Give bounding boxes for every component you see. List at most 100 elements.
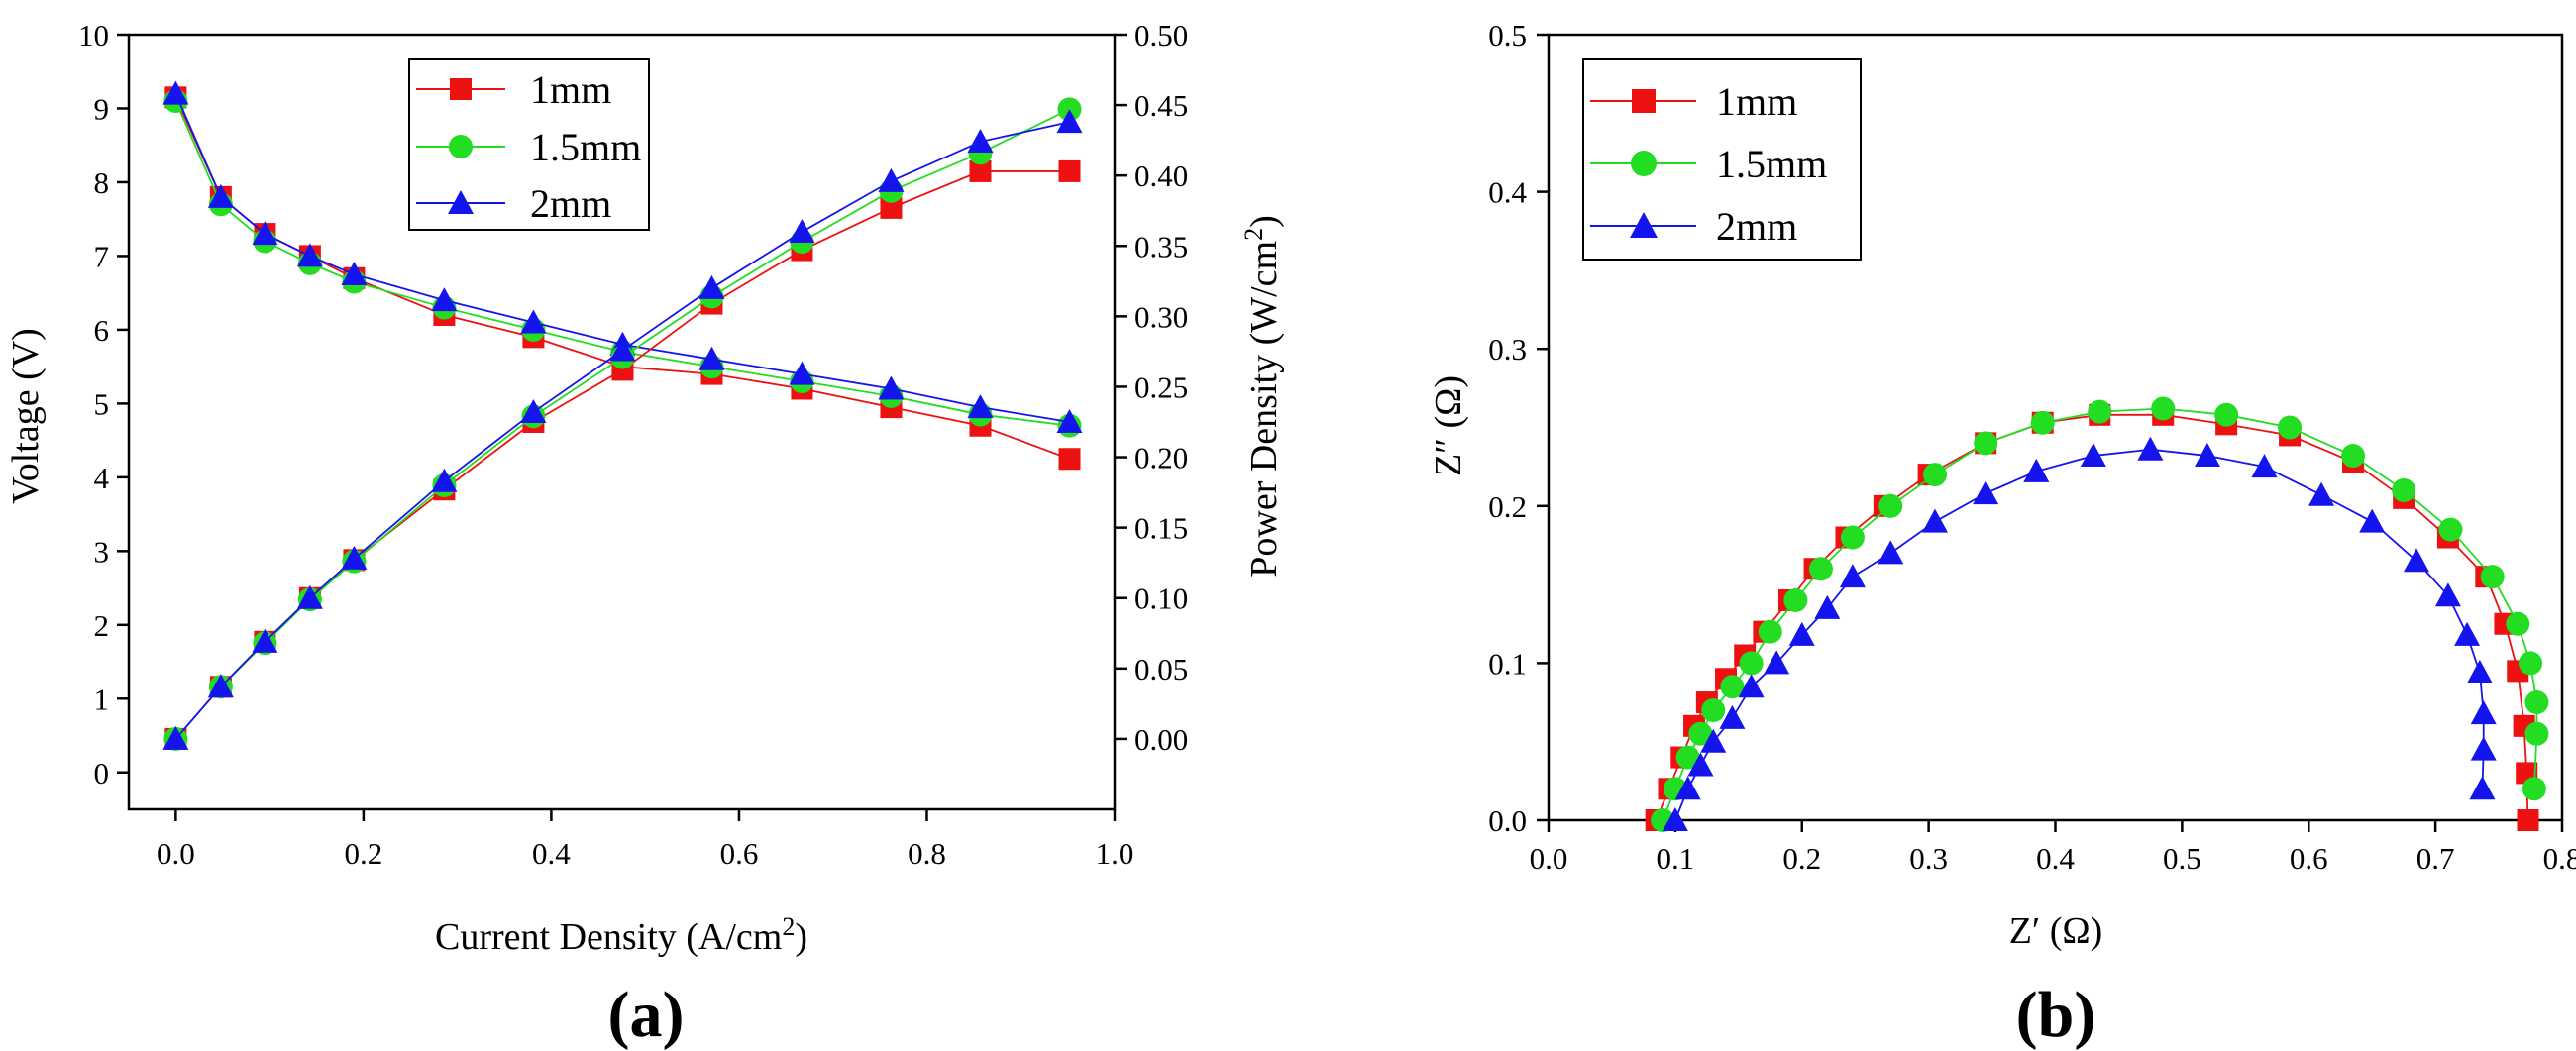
panel-a-x-axis-title-superscript: 2 bbox=[782, 912, 795, 941]
panel-b-y-tick-label: 0.4 bbox=[1488, 175, 1527, 210]
panel-b-x-tick-label: 0.4 bbox=[2036, 841, 2075, 876]
panel-a-y2-tick-label: 0.25 bbox=[1134, 369, 1188, 404]
panel-a-y-tick-label: 2 bbox=[94, 608, 110, 643]
panel-a-power-point-1mm bbox=[1058, 159, 1081, 182]
panel-b-x-tick-label: 0.5 bbox=[2163, 841, 2201, 876]
panel-b-series-1-5mm bbox=[1651, 396, 2549, 832]
panel-a-power-point-2mm bbox=[431, 468, 458, 492]
panel-b-series bbox=[1645, 396, 2549, 832]
panel-a-x-axis-title-main: Current Density (A/cm bbox=[435, 916, 782, 958]
panel-a-legend-marker-1-5mm bbox=[449, 135, 473, 158]
panel-b-point-2mm bbox=[1764, 650, 1790, 675]
panel-a-power-point-2mm bbox=[341, 545, 368, 570]
panel-a-power-point-2mm bbox=[1056, 109, 1083, 134]
panel-a-voltage-point-2mm bbox=[967, 394, 994, 419]
panel-a-label: (a) bbox=[608, 979, 685, 1051]
panel-b-x-ticks: 0.0 0.1 0.2 0.3 0.4 0.5 0.6 0.7 0.8 bbox=[1530, 820, 2576, 876]
panel-a-y2-tick-label: 0.10 bbox=[1134, 581, 1188, 616]
panel-a-y2-tick-label: 0.40 bbox=[1134, 158, 1188, 193]
panel-b-point-2mm bbox=[1719, 704, 1746, 729]
panel-b-legend-marker-2mm bbox=[1630, 212, 1658, 238]
panel-b-x-tick-label: 0.2 bbox=[1782, 841, 1821, 876]
panel-b-x-tick-label: 0.0 bbox=[1530, 841, 1568, 876]
panel-a-y-ticks: 0 1 2 3 4 5 6 7 8 9 10 bbox=[78, 18, 129, 790]
panel-a-power-point-2mm bbox=[296, 584, 323, 609]
panel-a-x-ticks: 0.0 0.2 0.4 0.6 0.8 1.0 bbox=[157, 809, 1133, 871]
panel-b-y-tick-label: 0.3 bbox=[1488, 332, 1527, 367]
panel-a-legend-marker-1mm bbox=[450, 78, 472, 100]
panel-b-point-2mm bbox=[1788, 621, 1815, 646]
panel-b-point-1-5mm bbox=[1974, 431, 1998, 456]
panel-b-point-2mm bbox=[2137, 436, 2164, 461]
panel-a-legend: 1mm 1.5mm 2mm bbox=[408, 58, 650, 231]
panel-b-point-2mm bbox=[1700, 728, 1727, 753]
panel-a-x-tick-label: 1.0 bbox=[1096, 836, 1134, 871]
panel-a-power-point-2mm bbox=[609, 337, 636, 362]
panel-b-point-2mm bbox=[2194, 443, 2220, 468]
panel-b-point-2mm bbox=[1738, 674, 1765, 698]
panel-a-power-point-2mm bbox=[252, 628, 278, 653]
panel-a-x-tick-label: 0.4 bbox=[532, 836, 571, 871]
panel-b-point-1-5mm bbox=[2438, 517, 2463, 542]
panel-b-point-2mm bbox=[2470, 736, 2497, 761]
panel-b-y-tick-label: 0.2 bbox=[1488, 489, 1527, 524]
panel-b-point-1-5mm bbox=[1878, 493, 1903, 518]
panel-b-point-2mm bbox=[1973, 480, 1999, 505]
panel-a-y2-tick-label: 0.35 bbox=[1134, 229, 1188, 263]
panel-a: 0.0 0.2 0.4 0.6 0.8 1.0 0 1 2 3 4 5 6 7 8 9 10 0.00 0.05… bbox=[5, 18, 1285, 1051]
panel-a-voltage-point-2mm bbox=[789, 361, 815, 385]
panel-a-voltage-point-2mm bbox=[207, 183, 234, 208]
panel-b-point-1mm bbox=[2517, 809, 2539, 831]
panel-b-point-1-5mm bbox=[2392, 477, 2416, 502]
panel-b-point-2mm bbox=[1839, 564, 1866, 588]
panel-a-power-point-2mm bbox=[207, 674, 234, 698]
panel-b-point-1-5mm bbox=[1701, 697, 1726, 722]
panel-a-voltage-point-2mm bbox=[341, 262, 368, 286]
panel-b-point-1-5mm bbox=[2151, 396, 2176, 421]
panel-b-point-1-5mm bbox=[1783, 587, 1808, 612]
panel-a-x-axis-title: Current Density (A/cm2) bbox=[435, 912, 807, 958]
panel-a-y-tick-label: 10 bbox=[78, 18, 109, 53]
panel-b-point-1-5mm bbox=[1840, 525, 1865, 550]
panel-b-legend: 1mm 1.5mm 2mm bbox=[1582, 58, 1862, 261]
panel-b-point-2mm bbox=[1674, 776, 1701, 800]
panel-a-y2-axis-title: Power Density (W/cm2) bbox=[1239, 215, 1285, 577]
panel-b-point-2mm bbox=[2308, 481, 2335, 506]
panel-a-power-point-1mm bbox=[969, 159, 992, 182]
panel-b-line-1mm bbox=[1655, 413, 2529, 821]
panel-b-point-1-5mm bbox=[1758, 619, 1782, 644]
panel-a-y2-tick-label: 0.45 bbox=[1134, 88, 1188, 123]
panel-b-x-tick-label: 0.3 bbox=[1909, 841, 1948, 876]
panel-a-plot-frame bbox=[127, 33, 1117, 811]
panel-b-point-2mm bbox=[2251, 454, 2278, 478]
panel-b-x-tick-label: 0.6 bbox=[2290, 841, 2328, 876]
panel-a-x-tick-label: 0.8 bbox=[908, 836, 946, 871]
panel-b-point-1-5mm bbox=[2341, 444, 2366, 469]
panel-a-voltage-point-2mm bbox=[252, 221, 278, 246]
panel-a-voltage-point-1mm bbox=[1058, 448, 1081, 471]
panel-a-y2-axis-title-end: ) bbox=[1243, 215, 1285, 228]
panel-b-point-2mm bbox=[2470, 700, 2497, 725]
panel-a-x-axis-title-end: ) bbox=[795, 916, 807, 958]
panel-b-point-2mm bbox=[2469, 776, 2496, 800]
panel-a-power-point-1mm bbox=[880, 196, 903, 219]
panel-b-legend-label-1-5mm: 1.5mm bbox=[1716, 142, 1827, 186]
panel-a-y2-ticks: 0.00 0.05 0.10 0.15 0.20 0.25 0.30 0.35 0.40 0.45… bbox=[1115, 18, 1188, 757]
panel-a-y2-axis-title-superscript: 2 bbox=[1239, 228, 1268, 241]
panel-b-point-2mm bbox=[1687, 752, 1714, 777]
panel-a-y-tick-label: 8 bbox=[94, 165, 110, 200]
panel-a-y-tick-label: 3 bbox=[94, 534, 110, 569]
panel-a-y-tick-label: 6 bbox=[94, 313, 110, 348]
panel-a-legend-label-2mm: 2mm bbox=[530, 181, 611, 226]
panel-a-x-tick-label: 0.6 bbox=[720, 836, 759, 871]
panel-a-y2-tick-label: 0.05 bbox=[1134, 652, 1188, 686]
panel-b-point-1-5mm bbox=[2278, 415, 2303, 440]
panel-a-voltage-point-2mm bbox=[878, 375, 905, 400]
panel-b-point-1-5mm bbox=[2088, 399, 2112, 424]
panel-b-y-axis-title: Z″ (Ω) bbox=[1428, 375, 1469, 476]
panel-a-voltage-point-2mm bbox=[1056, 409, 1083, 433]
panel-a-y-tick-label: 7 bbox=[94, 239, 110, 273]
panel-a-power-series-2mm bbox=[162, 109, 1083, 750]
panel-a-y2-tick-label: 0.20 bbox=[1134, 441, 1188, 475]
